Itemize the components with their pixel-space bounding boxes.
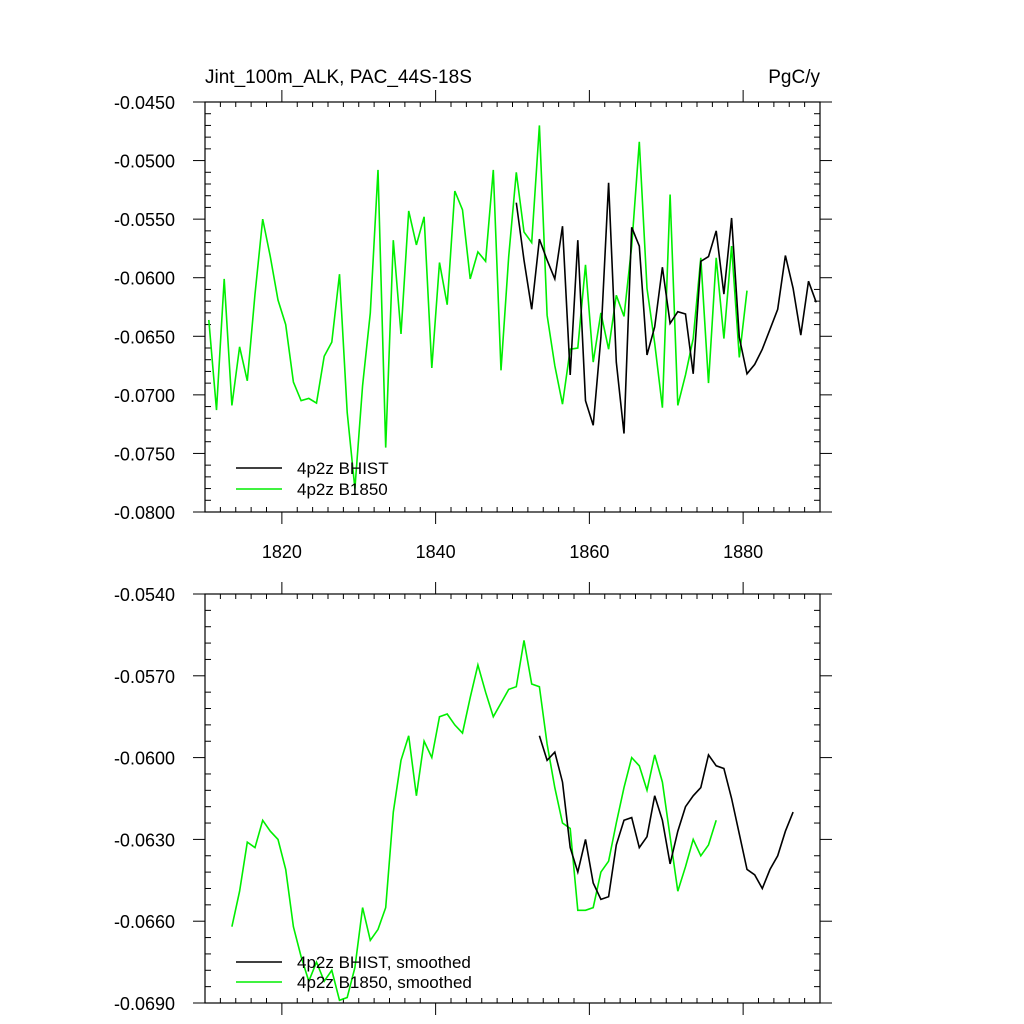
top-chart-title: Jint_100m_ALK, PAC_44S-18S — [205, 67, 472, 88]
bottom-chart-legend: 4p2z BHIST, smoothed 4p2z B1850, smoothe… — [236, 953, 472, 992]
top-chart-xtick-label: 1860 — [569, 542, 609, 562]
top-chart-series — [208, 125, 817, 489]
bottom-chart-ytick-label: -0.0540 — [114, 585, 175, 605]
top-chart-legend: 4p2z BHIST 4p2z B1850 — [236, 459, 389, 499]
top-chart-ytick-label: -0.0500 — [114, 152, 175, 172]
bottom-chart-ticks — [193, 582, 832, 1015]
series-line-4p2z-bhist-smoothed — [538, 735, 794, 901]
top-chart-ytick-label: -0.0800 — [114, 503, 175, 523]
top-chart-ytick-label: -0.0600 — [114, 269, 175, 289]
top-chart-ticks — [193, 90, 832, 524]
legend-label-bhist-smoothed: 4p2z BHIST, smoothed — [297, 953, 471, 972]
legend-label-bhist: 4p2z BHIST — [297, 459, 389, 478]
top-chart-ytick-label: -0.0750 — [114, 444, 175, 464]
top-chart-xtick-label: 1840 — [416, 542, 456, 562]
top-chart-ytick-label: -0.0650 — [114, 327, 175, 347]
bottom-chart-ytick-label: -0.0570 — [114, 667, 175, 687]
top-chart-frame — [204, 101, 821, 513]
bottom-chart-ytick-label: -0.0660 — [114, 912, 175, 932]
bottom-chart-frame — [204, 593, 821, 1004]
bottom-chart-tick-labels: -0.0690 -0.0660 -0.0630 -0.0600 -0.0570 -0.05… — [114, 585, 175, 1014]
bottom-chart: -0.0690 -0.0660 -0.0630 -0.0600 -0.0570 -0.05… — [114, 582, 832, 1015]
series-line-4p2z-b1850 — [208, 125, 748, 489]
bottom-chart-ytick-label: -0.0690 — [114, 994, 175, 1014]
series-line-4p2z-b1850-smoothed — [231, 640, 717, 1002]
bottom-chart-ytick-label: -0.0600 — [114, 749, 175, 769]
legend-label-b1850: 4p2z B1850 — [297, 480, 388, 499]
top-chart-xtick-label: 1820 — [262, 542, 302, 562]
bottom-chart-ytick-label: -0.0630 — [114, 830, 175, 850]
top-chart-ytick-label: -0.0700 — [114, 386, 175, 406]
top-chart-xtick-label: 1880 — [723, 542, 763, 562]
top-chart-tick-labels: 1820 1840 1860 1880 -0.0800 -0.0750 -0.0700 -0.… — [114, 93, 763, 562]
top-chart-units: PgC/y — [768, 67, 820, 88]
series-line-4p2z-bhist — [515, 182, 817, 434]
top-chart-ytick-label: -0.0450 — [114, 93, 175, 113]
legend-label-b1850-smoothed: 4p2z B1850, smoothed — [297, 973, 472, 992]
top-chart-ytick-label: -0.0550 — [114, 210, 175, 230]
bottom-chart-series — [231, 640, 794, 1002]
top-chart: Jint_100m_ALK, PAC_44S-18S PgC/y 1820 184… — [114, 67, 832, 562]
